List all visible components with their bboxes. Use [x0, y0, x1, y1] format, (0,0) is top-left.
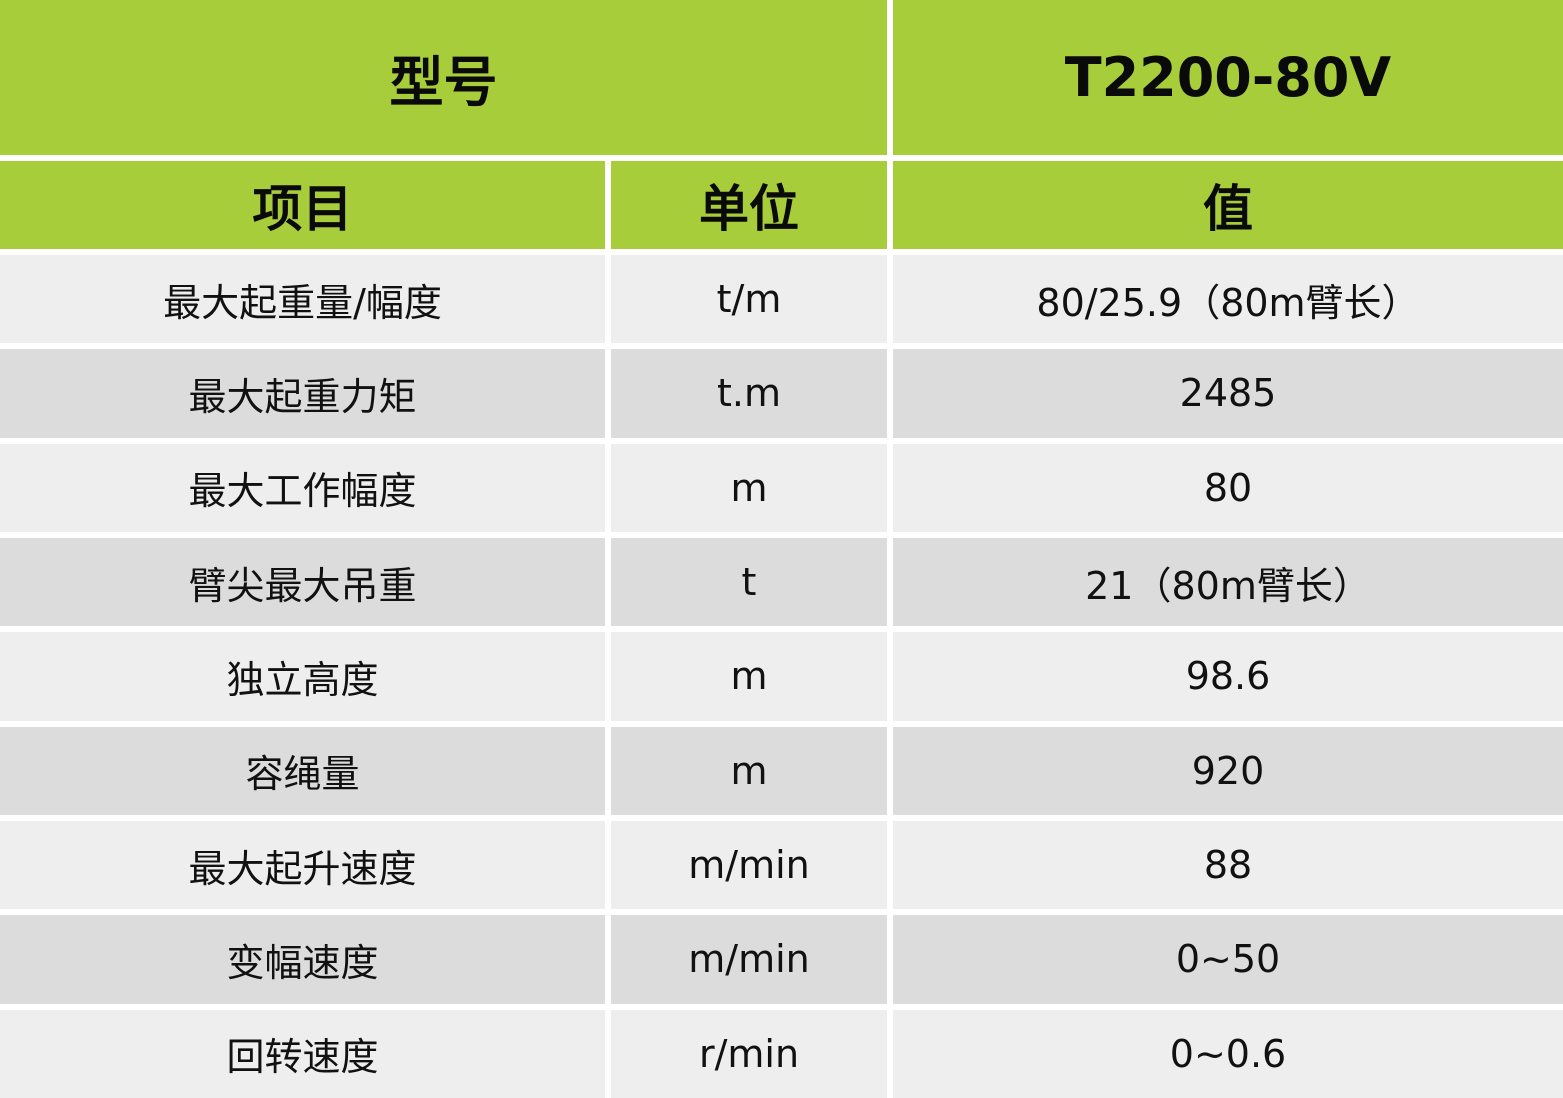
- table-cell-item: 变幅速度: [0, 915, 605, 1004]
- table-cell-value: 2485: [893, 349, 1563, 438]
- table-cell-value: 98.6: [893, 632, 1563, 721]
- table-cell-item: 最大起升速度: [0, 821, 605, 910]
- table-cell-value: 80/25.9（80m臂长）: [893, 255, 1563, 344]
- model-label: 型号: [0, 0, 887, 155]
- table-cell-unit: m: [611, 632, 887, 721]
- column-header-value: 值: [893, 161, 1563, 249]
- table-cell-unit: m/min: [611, 821, 887, 910]
- column-header-unit: 单位: [611, 161, 887, 249]
- table-cell-item: 最大工作幅度: [0, 443, 605, 532]
- table-cell-unit: t/m: [611, 255, 887, 344]
- table-cell-value: 0~0.6: [893, 1009, 1563, 1098]
- table-cell-value: 920: [893, 726, 1563, 815]
- table-cell-value: 88: [893, 821, 1563, 910]
- table-cell-unit: t: [611, 538, 887, 627]
- table-cell-unit: m/min: [611, 915, 887, 1004]
- table-cell-item: 容绳量: [0, 726, 605, 815]
- model-value: T2200-80V: [893, 0, 1563, 155]
- table-cell-unit: r/min: [611, 1009, 887, 1098]
- table-cell-item: 最大起重量/幅度: [0, 255, 605, 344]
- table-cell-value: 80: [893, 443, 1563, 532]
- table-cell-item: 臂尖最大吊重: [0, 538, 605, 627]
- table-cell-value: 21（80m臂长）: [893, 538, 1563, 627]
- table-cell-value: 0~50: [893, 915, 1563, 1004]
- table-cell-unit: m: [611, 443, 887, 532]
- column-header-item: 项目: [0, 161, 605, 249]
- table-cell-item: 独立高度: [0, 632, 605, 721]
- table-cell-item: 最大起重力矩: [0, 349, 605, 438]
- table-cell-unit: t.m: [611, 349, 887, 438]
- table-cell-item: 回转速度: [0, 1009, 605, 1098]
- table-cell-unit: m: [611, 726, 887, 815]
